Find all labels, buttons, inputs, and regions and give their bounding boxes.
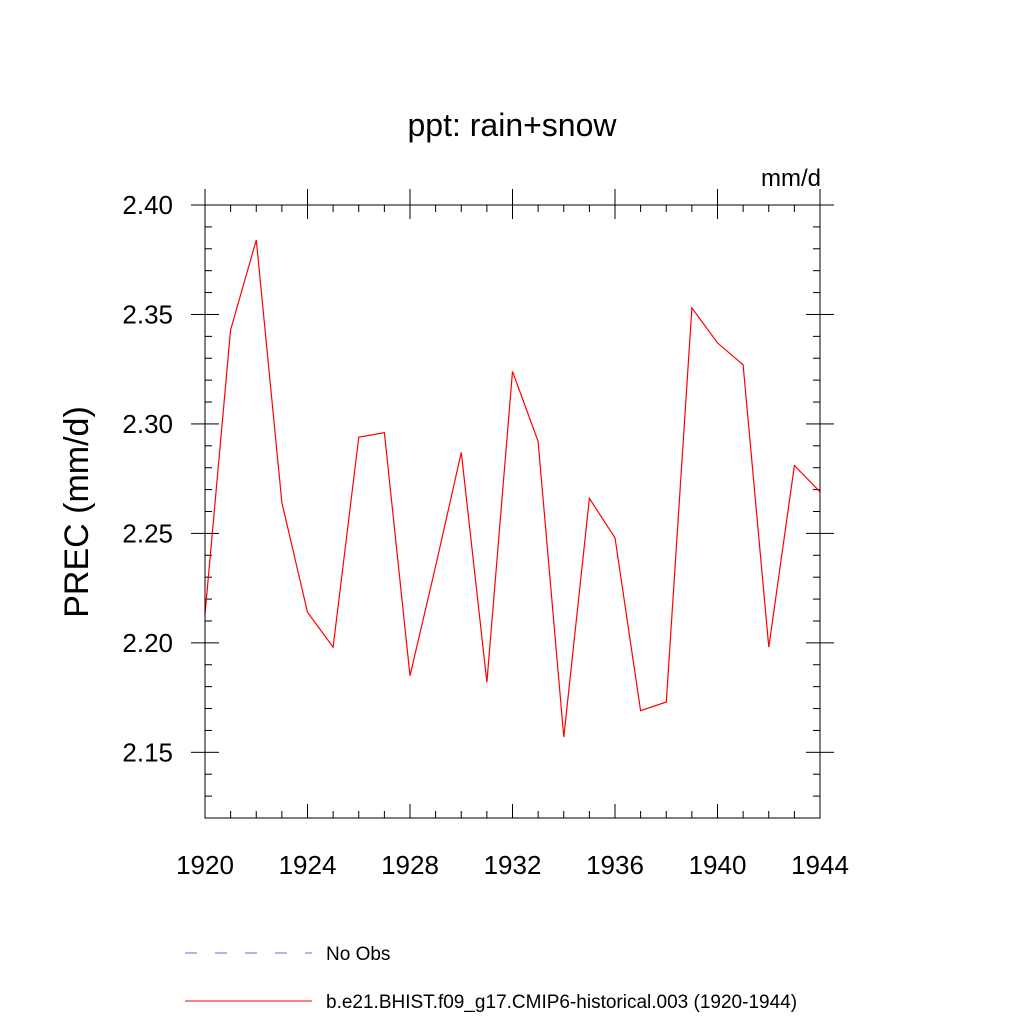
y-tick-label: 2.40	[122, 190, 173, 220]
legend-label-historical: b.e21.BHIST.f09_g17.CMIP6-historical.003…	[326, 992, 797, 1013]
legend: No Obs b.e21.BHIST.f09_g17.CMIP6-histori…	[185, 944, 797, 1013]
y-tick-label: 2.35	[122, 299, 173, 329]
axis-ticks: 1920 1924 1928 1932 1936 1940 1944 2.15 2.20 2.25…	[122, 189, 849, 880]
plot-frame	[204, 204, 821, 819]
x-tick-label: 1928	[381, 850, 439, 880]
x-tick-label: 1944	[791, 850, 849, 880]
chart-title: ppt: rain+snow	[407, 107, 617, 143]
units-label: mm/d	[761, 165, 821, 192]
series-line	[204, 239, 821, 738]
y-tick-label: 2.25	[122, 518, 173, 548]
series-layer	[204, 239, 821, 738]
x-tick-label: 1940	[689, 850, 747, 880]
y-axis-title: PREC (mm/d)	[58, 406, 96, 618]
y-tick-label: 2.20	[122, 628, 173, 658]
x-tick-label: 1936	[586, 850, 644, 880]
x-tick-label: 1924	[279, 850, 337, 880]
y-tick-label: 2.15	[122, 737, 173, 767]
legend-label-no-obs: No Obs	[326, 944, 390, 965]
y-tick-label: 2.30	[122, 409, 173, 439]
x-tick-label: 1920	[176, 850, 234, 880]
x-tick-label: 1932	[484, 850, 542, 880]
